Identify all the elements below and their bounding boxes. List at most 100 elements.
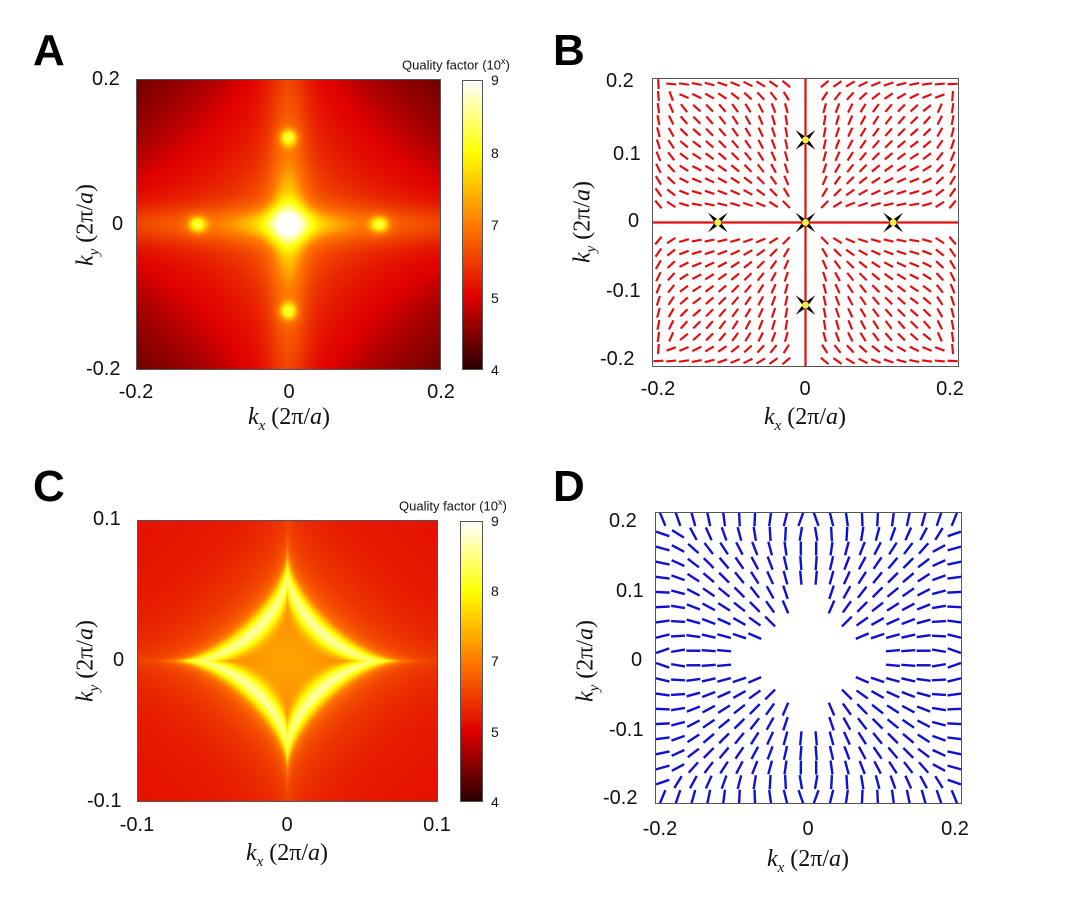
- polarization-line: [858, 189, 868, 196]
- polarization-line: [730, 358, 741, 364]
- polarization-line: [679, 127, 689, 137]
- polarization-line: [781, 356, 791, 366]
- polarization-line: [873, 760, 882, 775]
- polarization-line: [934, 775, 944, 789]
- polarization-line: [704, 358, 715, 364]
- polarization-line: [770, 103, 777, 114]
- polarization-line: [855, 676, 870, 684]
- polarization-line: [671, 544, 685, 553]
- polarization-line: [750, 556, 760, 570]
- polarization-line: [752, 526, 758, 542]
- x-tick-a: 0: [283, 381, 295, 403]
- polarization-line: [730, 261, 740, 269]
- polarization-line: [872, 732, 883, 745]
- polarization-line: [782, 716, 789, 731]
- polarization-line: [704, 249, 715, 256]
- polarization-line: [847, 103, 854, 114]
- polarization-line: [686, 733, 700, 744]
- polarization-line: [742, 201, 754, 208]
- polarization-line: [735, 760, 744, 775]
- polarization-line: [896, 140, 906, 149]
- polarization-line: [949, 175, 957, 186]
- x-tick-d: 0.2: [941, 818, 969, 840]
- polarization-line: [770, 295, 777, 306]
- polarization-line: [896, 177, 907, 184]
- polarization-line: [743, 260, 753, 269]
- polarization-line: [679, 320, 689, 330]
- polarization-line: [671, 763, 685, 772]
- polarization-line: [886, 586, 900, 598]
- polarization-line: [948, 199, 957, 209]
- x-tick-d: 0: [802, 818, 814, 840]
- colorbar-tick-a-4: 4: [491, 362, 499, 378]
- polarization-line: [870, 632, 885, 640]
- polarization-line: [717, 704, 731, 714]
- polarization-line: [904, 775, 913, 789]
- polarization-line: [871, 332, 880, 342]
- x-tick-c: 0: [281, 814, 293, 836]
- polarization-line: [841, 702, 852, 716]
- polarization-line: [931, 734, 946, 742]
- polarization-line: [871, 92, 881, 100]
- polarization-line: [704, 164, 715, 172]
- polarization-line: [922, 127, 932, 137]
- polarization-line: [718, 571, 730, 584]
- polarization-line: [901, 633, 916, 639]
- polarization-line: [884, 284, 894, 293]
- heatmap-c: [137, 520, 438, 802]
- polarization-line: [686, 618, 701, 625]
- polarization-line: [832, 80, 843, 88]
- polarization-line: [936, 127, 944, 138]
- polarization-line: [766, 570, 775, 585]
- polarization-line: [935, 200, 945, 209]
- polarization-line: [921, 202, 933, 207]
- polarization-line: [841, 615, 853, 628]
- plot-frame-d: [655, 512, 962, 804]
- polarization-line: [857, 556, 867, 570]
- polarization-line: [717, 189, 728, 196]
- polarization-line: [742, 80, 753, 88]
- polarization-line: [702, 718, 716, 729]
- polarization-line: [872, 127, 880, 137]
- polarization-line: [668, 90, 674, 102]
- polarization-line: [731, 320, 739, 330]
- polarization-line: [950, 331, 955, 342]
- polarization-line: [841, 688, 853, 701]
- polarization-line: [799, 745, 803, 760]
- polarization-line: [782, 187, 790, 198]
- polarization-line: [751, 541, 759, 556]
- polarization-line: [870, 676, 885, 684]
- polarization-line: [870, 617, 885, 626]
- polarization-line: [822, 151, 828, 162]
- polarization-line: [718, 746, 730, 760]
- polarization-line: [822, 331, 828, 343]
- polarization-line: [670, 662, 686, 668]
- polarization-line: [751, 760, 759, 775]
- polarization-line: [902, 557, 915, 569]
- polarization-line: [679, 273, 689, 281]
- polarization-line: [896, 296, 906, 305]
- polarization-line: [909, 202, 920, 207]
- polarization-line: [736, 526, 743, 541]
- polarization-line: [829, 775, 834, 790]
- y-tick-d: 0.2: [609, 510, 637, 532]
- polarization-line: [691, 345, 702, 353]
- polarization-line: [748, 616, 762, 627]
- polarization-line: [769, 344, 778, 354]
- polarization-line: [752, 774, 758, 790]
- polarization-line: [750, 746, 760, 760]
- polarization-line: [717, 261, 728, 268]
- polarization-line: [666, 346, 677, 352]
- polarization-line: [947, 677, 962, 683]
- x-tick-c: 0.1: [423, 814, 451, 836]
- polarization-line: [858, 760, 866, 775]
- polarization-line: [719, 760, 729, 775]
- polarization-line: [658, 789, 667, 804]
- polarization-line: [934, 82, 945, 86]
- polarization-line: [691, 152, 702, 160]
- polarization-line: [744, 115, 752, 126]
- polarization-line: [737, 512, 741, 527]
- polarization-line: [704, 152, 715, 161]
- polarization-line: [909, 103, 919, 113]
- polarization-line: [935, 272, 944, 282]
